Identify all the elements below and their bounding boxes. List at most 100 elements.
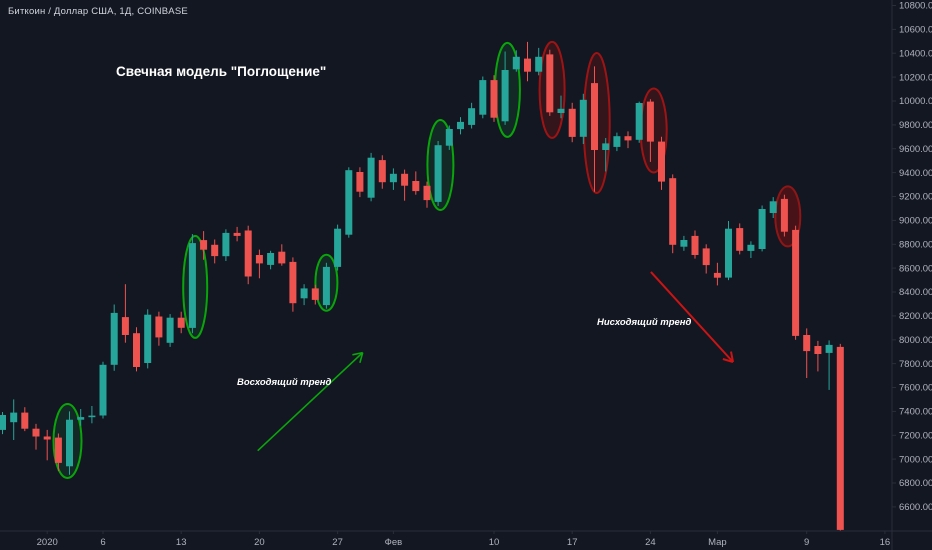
- time-axis-label: 24: [645, 537, 656, 548]
- price-axis-label: 9200.00: [899, 192, 932, 203]
- price-axis-label: 8400.00: [899, 287, 932, 298]
- candle-body: [803, 335, 811, 352]
- bearish-candle: [524, 41, 531, 82]
- candle-body: [155, 316, 163, 338]
- time-axis-label: 9: [804, 537, 809, 548]
- bullish-candle: [445, 125, 453, 150]
- candles-layer: [0, 41, 844, 531]
- bullish-candle: [367, 152, 375, 202]
- bearish-candle: [780, 194, 788, 237]
- candle-body: [702, 248, 710, 266]
- bullish-candle: [0, 412, 6, 435]
- downtrend-arrow: [650, 271, 734, 363]
- pattern-ellipses-layer: [52, 40, 802, 479]
- bearish-candle: [546, 49, 554, 116]
- bullish-candle: [166, 314, 174, 347]
- candle-body: [278, 251, 286, 264]
- candle-body: [646, 101, 654, 142]
- bearish-candle: [702, 244, 710, 274]
- uptrend-arrow: [257, 351, 364, 452]
- bearish-candle: [200, 231, 208, 260]
- bearish-candle: [412, 171, 420, 195]
- candle-body: [233, 232, 241, 236]
- price-axis-label: 7400.00: [899, 407, 932, 418]
- time-axis-label: 27: [332, 537, 343, 548]
- candle-body: [479, 80, 487, 115]
- candle-body: [133, 333, 140, 367]
- price-axis-label: 7200.00: [899, 431, 932, 442]
- candle-body: [624, 136, 632, 141]
- candle-body: [334, 228, 342, 267]
- bearish-candle: [177, 311, 185, 334]
- bearish-candle: [378, 155, 386, 189]
- bullish-candle: [635, 101, 643, 143]
- candle-body: [311, 288, 319, 300]
- bearish-candle: [133, 327, 140, 372]
- candle-body: [468, 108, 476, 125]
- candle-body: [222, 232, 230, 257]
- candle-body: [792, 229, 800, 336]
- price-axis-label: 8600.00: [899, 263, 932, 274]
- price-axis-label: 6800.00: [899, 478, 932, 489]
- bullish-candle: [725, 221, 732, 281]
- candle-body: [322, 266, 330, 306]
- bullish-candle: [579, 93, 587, 144]
- price-axis-label: 7600.00: [899, 383, 932, 394]
- bullish-candle: [66, 411, 73, 475]
- bullish-candle: [188, 234, 196, 334]
- candle-body: [725, 228, 732, 278]
- bearish-candle: [591, 66, 598, 192]
- candle-body: [758, 209, 766, 249]
- trend-arrows-layer: [257, 271, 734, 452]
- candle-body: [121, 317, 129, 335]
- bullish-candle: [99, 361, 107, 419]
- price-axis-label: 7800.00: [899, 359, 932, 370]
- bearish-candle: [713, 262, 721, 286]
- trend-arrow-line: [650, 271, 734, 363]
- candle-body: [244, 230, 252, 277]
- bearish-candle: [646, 99, 654, 162]
- candle-body: [490, 80, 498, 118]
- bullish-candle: [322, 262, 330, 309]
- bearish-candle: [21, 407, 29, 432]
- candle-body: [88, 415, 96, 418]
- candle-body: [535, 56, 543, 72]
- candle-body: [356, 172, 364, 192]
- candle-body: [557, 108, 565, 113]
- bearish-candle: [836, 343, 844, 531]
- time-axis-label: 20: [254, 537, 265, 548]
- candle-body: [445, 129, 453, 146]
- time-axis-label: 17: [567, 537, 578, 548]
- bearish-candle: [54, 433, 62, 472]
- candle-body: [736, 228, 744, 251]
- bullish-candle: [479, 76, 487, 119]
- bullish-candle: [88, 406, 96, 424]
- candle-body: [177, 317, 185, 328]
- bullish-candle: [10, 399, 18, 440]
- candle-body: [680, 240, 688, 247]
- time-axis-label: 6: [100, 537, 105, 548]
- bullish-candle: [825, 340, 833, 390]
- price-axis-label: 10600.00: [899, 25, 932, 36]
- bullish-candle: [747, 241, 755, 258]
- bearish-candle: [311, 284, 319, 305]
- candle-body: [602, 143, 610, 150]
- bearish-candle: [423, 181, 431, 208]
- candle-body: [713, 272, 721, 278]
- candle-body: [579, 99, 587, 137]
- price-axis-label: 8800.00: [899, 240, 932, 251]
- candle-body: [389, 173, 397, 183]
- candle-body: [613, 136, 621, 147]
- time-axis-label: 10: [489, 537, 500, 548]
- bullish-candle: [77, 409, 85, 426]
- bearish-candle: [233, 226, 241, 242]
- candle-body: [769, 201, 777, 213]
- candle-body: [568, 108, 576, 137]
- bullish-candle: [300, 284, 308, 306]
- bullish-candle: [680, 235, 688, 251]
- price-axis-label: 10200.00: [899, 72, 932, 83]
- bearish-candle: [43, 429, 51, 461]
- candle-body: [267, 253, 275, 265]
- candle-body: [10, 412, 18, 423]
